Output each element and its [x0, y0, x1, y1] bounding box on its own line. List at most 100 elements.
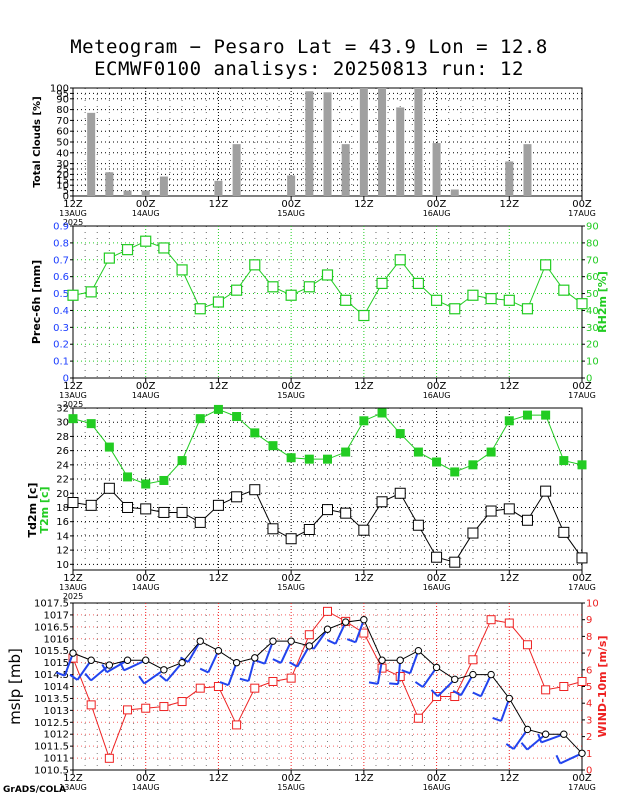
td2m-marker — [285, 533, 297, 545]
y-tick-label: 1013.5 — [34, 694, 69, 705]
wind-barb — [512, 728, 529, 750]
time-tick-label: 00Z — [281, 199, 301, 210]
y-tick-label: 70 — [56, 116, 69, 127]
time-tick-label: 00Z — [427, 199, 447, 210]
y-axis-label-mslp: mslp [mb] — [6, 648, 24, 725]
series-line-td2m — [72, 487, 583, 563]
mslp-marker — [87, 656, 95, 664]
mslp-marker — [341, 618, 350, 626]
time-tick-label: 12Z — [209, 199, 229, 210]
wind-barb — [296, 645, 311, 668]
wind-speed-marker — [577, 676, 587, 686]
rh2m-marker — [231, 284, 243, 296]
time-tick-label: 12Z — [209, 773, 229, 784]
wind-speed-marker — [413, 713, 423, 723]
date-tick-label: 13AUG — [59, 583, 87, 592]
y-tick-label-right: 1 — [586, 749, 592, 760]
date-tick-label: 15AUG — [277, 583, 305, 592]
rh2m-marker — [176, 264, 188, 276]
date-tick-label: 15AUG — [277, 209, 305, 218]
td2m-marker — [558, 526, 570, 538]
t2m-marker — [577, 460, 587, 470]
t2m-marker — [413, 447, 423, 457]
wind-speed-marker — [141, 703, 151, 713]
cloud-bar — [523, 144, 532, 196]
rh2m-marker — [267, 281, 279, 293]
y-tick-label: 0.6 — [53, 272, 69, 283]
time-tick-label: 00Z — [572, 773, 592, 784]
wind-barb-flag — [555, 754, 562, 764]
wind-speed-marker — [286, 673, 296, 683]
y-tick-label: 1012.5 — [34, 718, 69, 729]
time-tick-label: 00Z — [572, 199, 592, 210]
y-tick-label: 1015.5 — [34, 646, 69, 657]
t2m-marker — [286, 453, 296, 463]
y-tick-label: 0.7 — [53, 255, 69, 266]
date-tick-label: 16AUG — [423, 209, 451, 218]
rh2m-marker — [158, 242, 170, 254]
mslp-marker — [523, 725, 532, 734]
y-tick-label: 0.3 — [53, 323, 69, 334]
t2m-marker — [450, 467, 460, 477]
t2m-marker — [68, 414, 78, 424]
date-tick-label: 17AUG — [568, 209, 596, 218]
cloud-bar — [359, 88, 368, 196]
wind-barb-flag — [138, 675, 146, 685]
wind-barb — [90, 664, 110, 682]
td2m-marker — [540, 485, 552, 497]
wind-barb — [312, 628, 329, 650]
rh2m-marker — [140, 235, 152, 247]
td2m-marker — [176, 506, 188, 518]
y-tick-label: 0 — [63, 192, 69, 203]
wind-speed-marker — [522, 640, 532, 650]
td2m-marker — [394, 487, 406, 499]
cloud-bar — [141, 190, 150, 196]
y-tick-label: 10 — [56, 560, 69, 571]
time-tick-label: 00Z — [281, 381, 301, 392]
cloud-bar — [396, 107, 405, 196]
time-tick-label: 00Z — [281, 773, 301, 784]
y-tick-label: 1013 — [44, 706, 69, 717]
rh2m-marker — [285, 289, 297, 301]
mslp-marker — [251, 654, 259, 662]
time-tick-label: 00Z — [572, 573, 592, 584]
td2m-marker — [503, 503, 515, 515]
t2m-marker — [395, 429, 405, 439]
wind-barb-flag — [55, 671, 66, 677]
date-tick-label: 17AUG — [568, 783, 596, 792]
y-tick-label: 1012 — [44, 730, 69, 741]
y-tick-label-right: 10 — [586, 599, 599, 610]
wind-speed-marker — [250, 683, 260, 693]
wind-barb — [280, 640, 293, 664]
y-tick-label: 1016 — [44, 634, 69, 645]
wind-barb — [480, 674, 493, 697]
t2m-marker — [504, 416, 514, 426]
wind-barb-flag — [414, 681, 424, 688]
mslp-marker — [214, 647, 223, 655]
wind-barb — [540, 733, 565, 744]
y-tick-label-right: 80 — [586, 238, 599, 249]
cloud-bar — [323, 92, 332, 196]
y-tick-label: 0.4 — [53, 306, 69, 317]
rh2m-marker — [303, 281, 315, 293]
t2m-marker — [104, 442, 114, 452]
rh2m-marker — [467, 289, 479, 301]
wind-barb — [376, 660, 384, 685]
t2m-marker — [377, 408, 387, 418]
time-tick-label: 12Z — [499, 573, 519, 584]
wind-barb — [123, 659, 147, 672]
date-tick-label: 13AUG — [59, 209, 87, 218]
wind-barb-flag — [239, 677, 249, 683]
wind-barb-flag — [346, 638, 356, 644]
time-tick-label: 00Z — [281, 573, 301, 584]
wind-barb-flag — [520, 742, 529, 751]
rh2m-marker — [412, 277, 424, 290]
time-tick-label: 12Z — [63, 573, 83, 584]
y-tick-label: 10 — [56, 181, 69, 192]
rh2m-marker — [430, 294, 443, 306]
title-line-2: ECMWF0100 analisys: 20250813 run: 12 — [94, 58, 524, 80]
date-tick-label: 13AUG — [59, 783, 87, 792]
wind-barb-flag — [492, 716, 502, 722]
time-tick-label: 12Z — [354, 381, 374, 392]
